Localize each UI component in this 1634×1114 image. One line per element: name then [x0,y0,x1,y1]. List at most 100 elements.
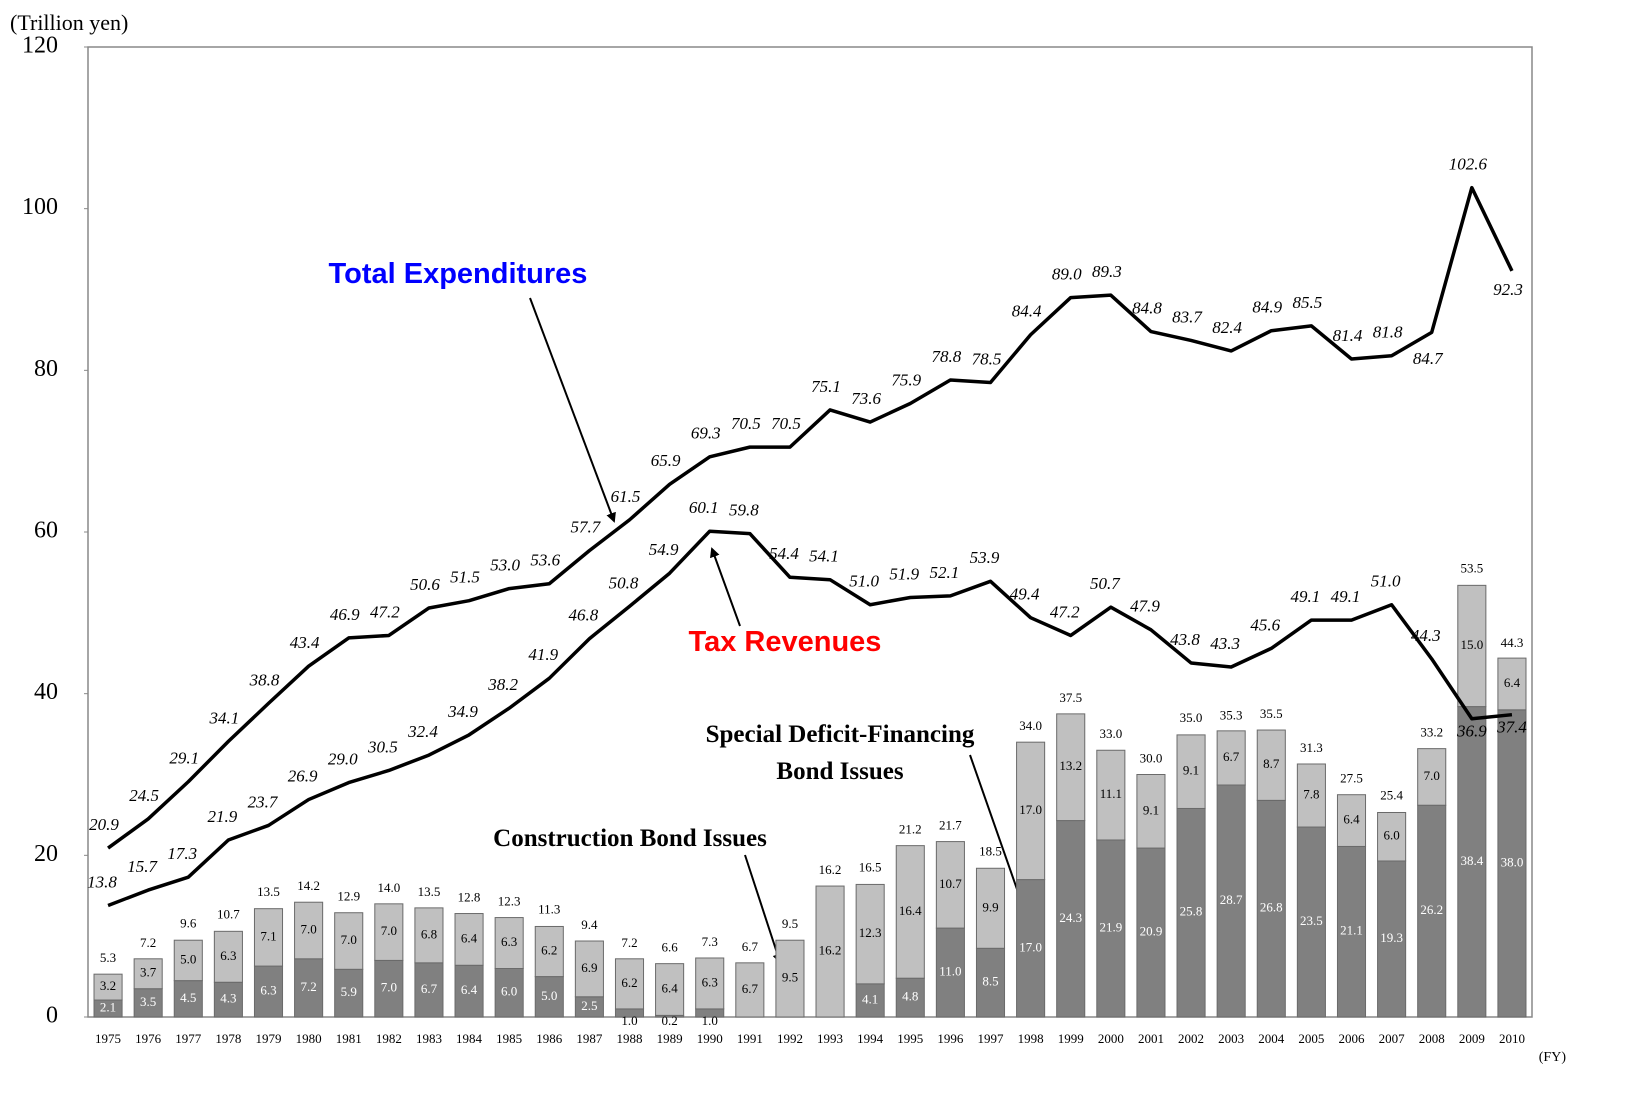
bar-value-label: 6.2 [621,975,637,990]
bar-segment [173,980,203,1018]
bar-segment [655,963,685,1016]
arrow [744,854,783,964]
bar-value-label: 7.2 [300,979,316,994]
bar-segment [494,917,524,970]
bar-total-label: 5.3 [100,950,116,965]
y-tick-label: 0 [46,1003,58,1029]
bar-total-label: 44.3 [1501,635,1524,650]
series-annotation: Construction Bond Issues [493,825,767,852]
bar-segment [1136,847,1166,1018]
bar-segment [1336,845,1367,1018]
bar-value-label: 6.4 [461,930,478,945]
bar-segment [1377,811,1407,862]
y-tick-label: 120 [22,33,58,59]
bar-value-label: 6.3 [220,948,236,963]
bar-value-label: 7.0 [381,980,397,995]
bar-total-label: 12.9 [337,889,360,904]
bar-segment [414,907,444,964]
bar-value-label: 26.8 [1260,900,1283,915]
line-value-label: 92.3 [1493,280,1523,299]
line-value-label: 29.1 [169,749,199,768]
x-tick-label: 1995 [897,1031,923,1046]
line-value-label: 89.0 [1052,264,1082,283]
bar-segment [855,983,885,1018]
bar-segment [1417,748,1447,806]
bar-value-label: 6.2 [541,943,557,958]
line-value-label: 37.4 [1496,718,1527,737]
bar-value-label: 7.8 [1303,787,1319,802]
bar-total-label: 25.4 [1380,788,1403,803]
line-value-label: 51.0 [849,572,879,591]
line-value-label: 41.9 [528,645,558,664]
bar-value-label: 10.7 [939,876,962,891]
bar-value-label: 7.0 [1424,768,1440,783]
line-value-label: 43.8 [1170,630,1200,649]
x-tick-label: 1991 [737,1031,763,1046]
bar-total-label: 9.5 [782,916,798,931]
bar-segment [253,965,284,1018]
line-value-label: 29.0 [328,749,358,768]
arrow [710,547,741,627]
bar-value-label: 2.5 [581,998,597,1013]
x-tick-label: 2002 [1178,1031,1204,1046]
line-value-label: 84.7 [1413,349,1444,368]
line-value-label: 83.7 [1172,307,1203,326]
line-value-label: 51.5 [450,568,480,587]
bar-segment [935,927,965,1018]
annotation-arrows [529,297,1028,964]
bar-value-label: 6.0 [1383,828,1399,843]
line-value-label: 84.8 [1132,298,1162,317]
bar-value-label: 4.8 [902,989,918,1004]
line-value-label: 30.5 [367,737,398,756]
y-tick-label: 100 [22,194,58,220]
bar-value-label: 38.0 [1501,854,1524,869]
bar-total-label: 21.2 [899,822,922,837]
bar-total-label: 27.5 [1340,771,1363,786]
x-tick-label: 2008 [1419,1031,1445,1046]
line-value-label: 65.9 [651,451,681,470]
x-tick-label: 1979 [256,1031,282,1046]
bar-segment [1256,729,1286,801]
bar-segment [614,958,645,1010]
line-value-label: 50.6 [410,575,440,594]
bar-segment [1296,826,1326,1018]
line-value-label: 53.9 [970,548,1000,567]
line-value-label: 20.9 [89,815,119,834]
series-annotation: Total Expenditures [328,258,588,290]
bar-total-label: 13.5 [418,884,441,899]
bar-segment [1216,730,1246,786]
bar-value-label: 38.4 [1460,853,1483,868]
arrow [969,754,1028,914]
bar-segment [1336,794,1367,847]
line-value-label: 52.1 [930,563,960,582]
bar-value-label: 6.4 [1343,812,1360,827]
line-value-label: 50.8 [609,573,639,592]
bar-value-label: 6.4 [461,982,478,997]
x-tick-label: 2006 [1339,1031,1366,1046]
line-value-label: 17.3 [167,844,197,863]
bar-total-label: 33.0 [1099,726,1122,741]
bar-segment [374,903,404,961]
bar-segment [735,962,765,1018]
x-tick-label: 1983 [416,1031,442,1046]
line-value-label: 69.3 [691,424,721,443]
bar-value-label: 11.0 [939,964,961,979]
line-value-label: 32.4 [407,722,438,741]
x-tick-label: 1975 [95,1031,121,1046]
x-tick-label: 1988 [617,1031,643,1046]
bar-segment [213,981,243,1018]
bar-value-label: 24.3 [1059,910,1082,925]
line-value-label: 44.3 [1411,626,1441,645]
bar-value-label: 6.3 [260,983,276,998]
bar-total-label: 7.2 [621,935,637,950]
bar-value-label: 6.7 [421,981,438,996]
line-value-label: 82.4 [1212,318,1242,337]
bar-segment [1457,584,1487,708]
bar-segment [1136,774,1166,849]
line-value-label: 60.1 [689,498,719,517]
x-tick-label: 1978 [215,1031,241,1046]
line-value-label: 13.8 [87,872,117,891]
y-tick-label: 60 [34,518,58,544]
